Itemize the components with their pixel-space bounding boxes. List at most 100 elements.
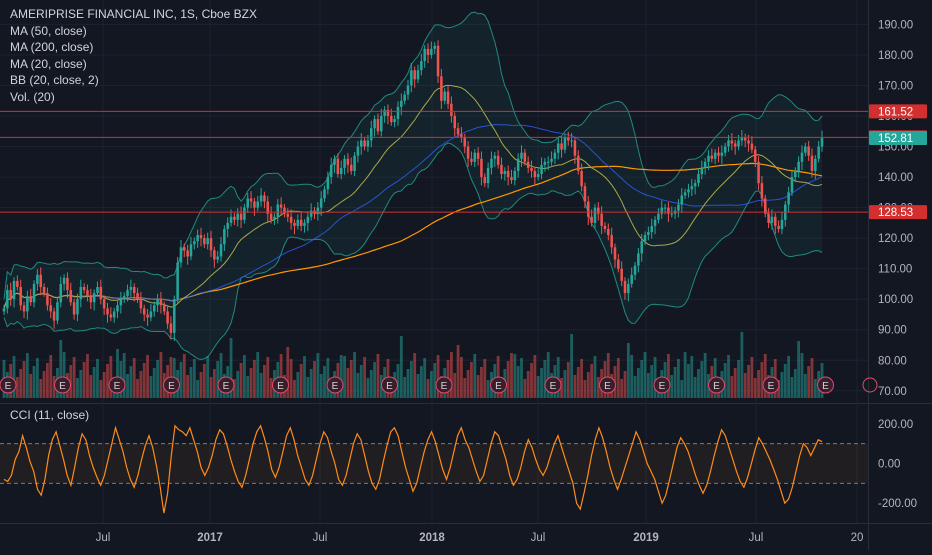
earnings-marker xyxy=(544,376,562,394)
earnings-marker-upcoming xyxy=(862,377,878,393)
candle-body xyxy=(546,161,550,163)
indicator-bb[interactable]: BB (20, close, 2) xyxy=(10,73,99,87)
earnings-marker-label: E xyxy=(386,381,393,392)
volume-bar xyxy=(433,363,437,398)
volume-bar xyxy=(626,343,630,398)
volume-bar xyxy=(403,377,407,398)
candle-body xyxy=(473,152,477,162)
volume-bar xyxy=(136,379,139,398)
candle-body xyxy=(456,128,460,135)
cci-legend[interactable]: CCI (11, close) xyxy=(10,408,90,422)
indicator-ma20[interactable]: MA (20, close) xyxy=(10,56,87,71)
volume-bar xyxy=(52,376,56,398)
candle-body xyxy=(780,219,784,229)
candle-body xyxy=(199,235,203,239)
candle-body xyxy=(597,207,600,214)
volume-bar xyxy=(35,358,39,398)
earnings-marker xyxy=(217,376,235,394)
x-tick-label: 2017 xyxy=(197,532,223,544)
volume-bar xyxy=(700,361,704,398)
volume-bar xyxy=(313,361,316,398)
volume-bar xyxy=(46,363,49,398)
chart-title[interactable]: AMERIPRISE FINANCIAL INC, 1S, Cboe BZX xyxy=(10,7,257,21)
earnings-marker-label: E xyxy=(768,381,775,392)
candle-body xyxy=(386,109,390,117)
volume-bar xyxy=(737,360,740,398)
candle-body xyxy=(810,155,814,171)
candle-body xyxy=(42,286,46,294)
volume-bar xyxy=(242,355,246,398)
volume-bar xyxy=(369,370,373,398)
candle-body xyxy=(236,213,239,220)
candle-body xyxy=(610,235,613,248)
candle-body xyxy=(179,247,183,263)
cci-y-tick-label: -200.00 xyxy=(878,498,917,510)
candle-body xyxy=(820,137,824,147)
volume-bar xyxy=(356,373,360,398)
volume-bar xyxy=(456,345,460,398)
volume-bar xyxy=(573,375,577,398)
volume-bar xyxy=(232,379,236,398)
candle-body xyxy=(76,299,79,315)
candle-body xyxy=(423,48,426,62)
volume-bar xyxy=(753,378,757,398)
indicator-ma50[interactable]: MA (50, close) xyxy=(10,23,87,38)
candle-body xyxy=(587,201,590,217)
volume-bar xyxy=(730,376,734,398)
candle-body xyxy=(403,94,406,101)
volume-bar xyxy=(306,377,310,398)
candle-body xyxy=(717,152,720,156)
earnings-marker-label: E xyxy=(5,381,12,392)
candle-body xyxy=(156,299,159,306)
volume-bar xyxy=(593,356,597,398)
candle-body xyxy=(259,195,263,202)
candle-body xyxy=(566,137,570,141)
candle-body xyxy=(680,195,684,205)
volume-bar xyxy=(343,356,346,398)
volume-bar xyxy=(526,371,530,398)
candle-body xyxy=(763,198,767,214)
price-label-text: 161.52 xyxy=(878,106,913,118)
candle-body xyxy=(243,207,246,220)
volume-bar xyxy=(309,369,313,398)
volume-bar xyxy=(520,358,523,398)
volume-bar xyxy=(650,365,654,398)
candle-body xyxy=(146,314,149,318)
candle-body xyxy=(460,134,463,138)
x-tick-label: 20 xyxy=(851,532,864,544)
candle-body xyxy=(727,140,730,147)
volume-bar xyxy=(256,352,260,398)
candle-body xyxy=(670,213,674,215)
volume-bar xyxy=(373,362,377,398)
volume-bar xyxy=(546,352,550,398)
volume-bar xyxy=(513,354,517,398)
candle-body xyxy=(206,238,209,245)
indicator-volume[interactable]: Vol. (20) xyxy=(10,89,55,104)
volume-bar xyxy=(156,360,159,398)
candle-body xyxy=(79,286,83,300)
y-tick-label: 140.00 xyxy=(878,172,913,184)
volume-bar xyxy=(289,359,293,398)
candle-body xyxy=(707,155,710,162)
candle-body xyxy=(703,161,707,168)
volume-bar xyxy=(480,367,483,398)
volume-bar xyxy=(646,373,650,398)
candle-body xyxy=(29,296,32,303)
candle-body xyxy=(804,146,807,153)
indicator-ma200[interactable]: MA (200, close) xyxy=(10,40,94,54)
volume-bar xyxy=(82,362,86,398)
candle-body xyxy=(289,216,293,223)
volume-bar xyxy=(563,370,567,398)
candle-body xyxy=(536,174,540,178)
candle-body xyxy=(373,119,376,129)
candle-body xyxy=(376,119,380,132)
candle-body xyxy=(613,247,617,260)
volume-bar xyxy=(426,379,430,398)
volume-bar xyxy=(409,361,413,398)
candle-body xyxy=(233,216,236,220)
candle-body xyxy=(526,161,530,168)
volume-bar xyxy=(209,377,213,398)
candle-body xyxy=(106,308,109,315)
candle-body xyxy=(183,247,186,251)
candle-body xyxy=(32,283,36,303)
